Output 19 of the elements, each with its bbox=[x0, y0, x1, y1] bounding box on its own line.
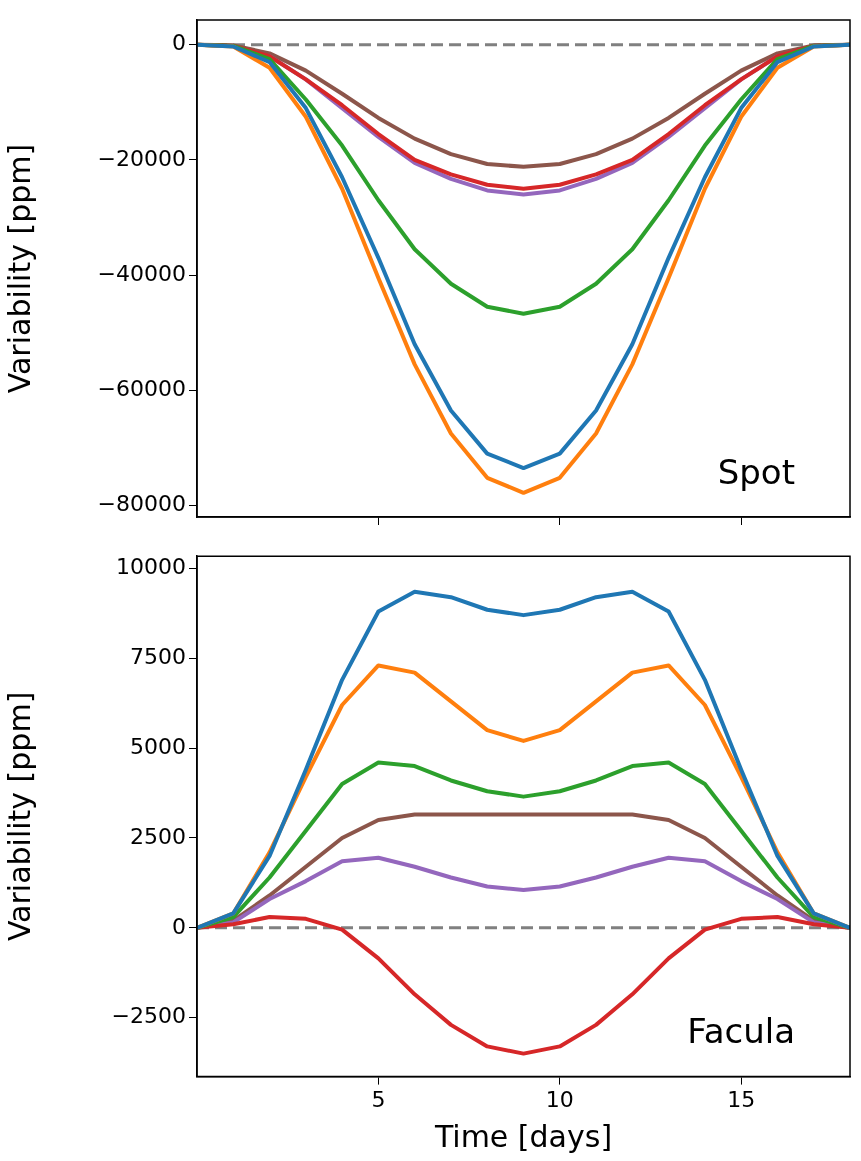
y-tick-label: 10000 bbox=[116, 554, 186, 580]
y-tick-label: 7500 bbox=[130, 643, 186, 669]
y-axis-title: Variability [ppm] bbox=[1, 691, 37, 942]
y-tick-label: −60000 bbox=[97, 376, 186, 402]
y-tick-label: −40000 bbox=[97, 260, 186, 286]
x-tick-label: 10 bbox=[545, 1086, 574, 1112]
x-axis-title: Time [days] bbox=[433, 1118, 613, 1154]
y-tick-label: 0 bbox=[172, 30, 186, 56]
x-tick-label: 5 bbox=[371, 1086, 386, 1112]
y-tick-label: −80000 bbox=[97, 491, 186, 517]
y-axis-title: Variability [ppm] bbox=[1, 143, 37, 394]
y-tick-label: −20000 bbox=[97, 145, 186, 171]
x-tick-label: 15 bbox=[727, 1086, 756, 1112]
annotation: Facula bbox=[687, 1011, 795, 1052]
y-tick-label: −2500 bbox=[111, 1003, 186, 1029]
annotation: Spot bbox=[717, 451, 795, 492]
y-tick-label: 2500 bbox=[130, 823, 186, 849]
y-tick-label: 0 bbox=[172, 913, 186, 939]
y-tick-label: 5000 bbox=[130, 733, 186, 759]
